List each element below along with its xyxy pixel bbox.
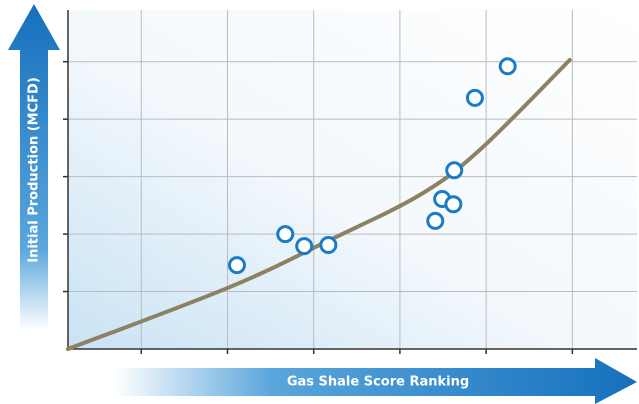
data-point bbox=[498, 57, 517, 76]
data-point bbox=[444, 195, 463, 214]
y-axis-arrow bbox=[8, 4, 60, 330]
x-axis-arrow bbox=[115, 358, 637, 404]
y-axis-label: Initial Production (MCFD) bbox=[27, 77, 42, 263]
data-point bbox=[445, 161, 464, 180]
trend-line bbox=[66, 57, 572, 351]
data-point bbox=[465, 88, 484, 107]
data-point bbox=[227, 256, 246, 275]
data-point bbox=[276, 225, 295, 244]
data-point bbox=[426, 211, 445, 230]
plot-area bbox=[68, 10, 637, 349]
data-point bbox=[295, 237, 314, 256]
data-point bbox=[319, 236, 338, 255]
x-axis-label: Gas Shale Score Ranking bbox=[287, 375, 469, 390]
